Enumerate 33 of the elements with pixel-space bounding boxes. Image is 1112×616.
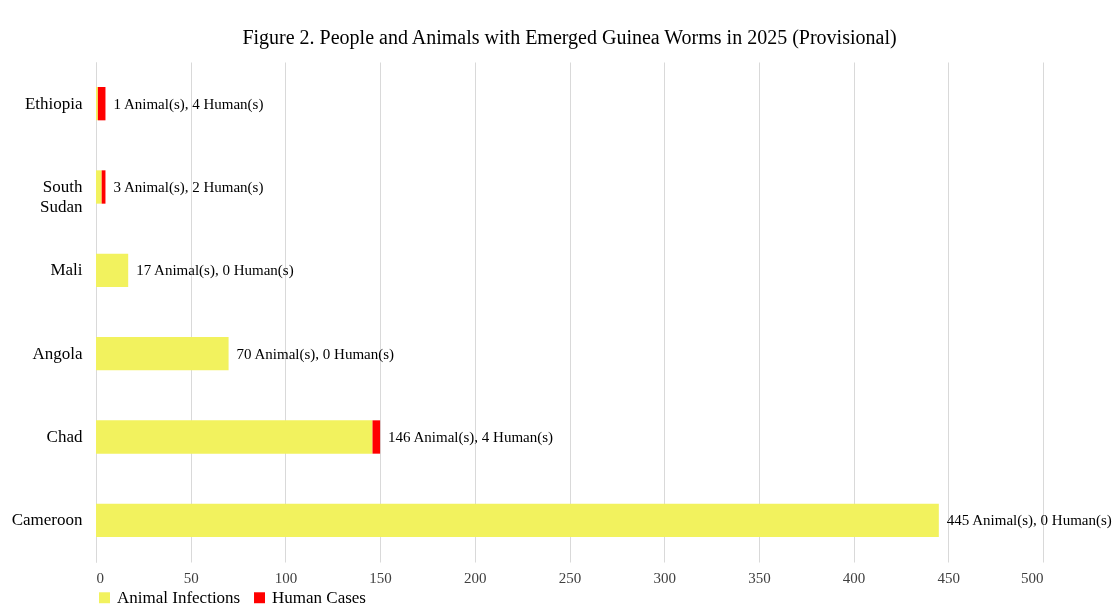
y-tick-label: Ethiopia bbox=[24, 93, 83, 113]
text: 70 Animal(s), 0 Human(s) bbox=[236, 345, 395, 362]
x-tick-label: 250 bbox=[558, 569, 582, 586]
x-tick-label: 350 bbox=[748, 569, 771, 586]
x-tick-label: 300 bbox=[653, 569, 676, 586]
text: 445 Animal(s), 0 Human(s) bbox=[946, 512, 1112, 529]
bar bbox=[96, 253, 129, 287]
chart-title: Figure 2. People and Animals with Emerged Guinea Worms in 2025 (Provisional) bbox=[242, 26, 897, 49]
text: 146 Animal(s), 4 Human(s) bbox=[388, 429, 554, 445]
x-tick-label: 100 bbox=[274, 569, 298, 586]
bar bbox=[96, 170, 102, 204]
x-tick-label: 200 bbox=[464, 569, 487, 586]
text: 17 Animal(s), 0 Human(s) bbox=[136, 262, 294, 279]
x-tick-label: 150 bbox=[369, 569, 392, 586]
x-tick-label: 0 bbox=[96, 569, 104, 586]
x-tick-label: 400 bbox=[842, 569, 866, 586]
legend-label: Animal Infections bbox=[117, 587, 241, 607]
bar bbox=[96, 503, 939, 537]
bar bbox=[96, 420, 373, 454]
x-tick-label: 500 bbox=[1021, 569, 1044, 586]
y-tick-label: Mali bbox=[50, 260, 83, 280]
y-tick-label: South Sudan bbox=[40, 177, 83, 216]
y-tick-label: Angola bbox=[32, 343, 83, 363]
legend-label: Human Cases bbox=[272, 587, 366, 607]
text: 1 Animal(s), 4 Human(s) bbox=[113, 95, 264, 112]
bar bbox=[372, 420, 381, 454]
x-tick-label: 50 bbox=[183, 569, 199, 586]
text: 3 Animal(s), 2 Human(s) bbox=[113, 179, 264, 195]
y-tick-label: Cameroon bbox=[11, 510, 83, 530]
bar bbox=[96, 337, 229, 371]
y-tick-label: Chad bbox=[46, 427, 83, 446]
x-tick-label: 450 bbox=[937, 569, 961, 586]
bar bbox=[97, 87, 106, 121]
